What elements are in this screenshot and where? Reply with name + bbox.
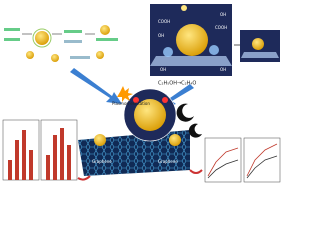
- label-oh: OH: [158, 33, 164, 38]
- graphene-label: Graphene: [158, 159, 178, 164]
- bar-panels: [2, 119, 78, 181]
- synthesis-scheme: [4, 25, 118, 62]
- line-panels: [204, 137, 281, 183]
- graphene-label: Graphene: [92, 159, 112, 164]
- label-cooh: COOH: [215, 25, 227, 30]
- reaction-panel: COOH COOH OH OH OH OH C₂H₅OH→C₂H₄O: [150, 4, 280, 87]
- plasmon-label: Plasmon excitation: [112, 101, 150, 106]
- label-oh: OH: [220, 67, 226, 72]
- label-oh: OH: [160, 67, 166, 72]
- graphical-abstract: COOH COOH OH OH OH OH C₂H₅OH→C₂H₄O Plasm…: [2, 4, 281, 183]
- arrow: [70, 68, 122, 104]
- graphene-scene: Plasmon excitation Graphene Graphene: [77, 86, 203, 181]
- reaction-label: C₂H₅OH→C₂H₄O: [158, 81, 196, 87]
- label-cooh: COOH: [158, 19, 170, 24]
- label-oh: OH: [220, 12, 226, 17]
